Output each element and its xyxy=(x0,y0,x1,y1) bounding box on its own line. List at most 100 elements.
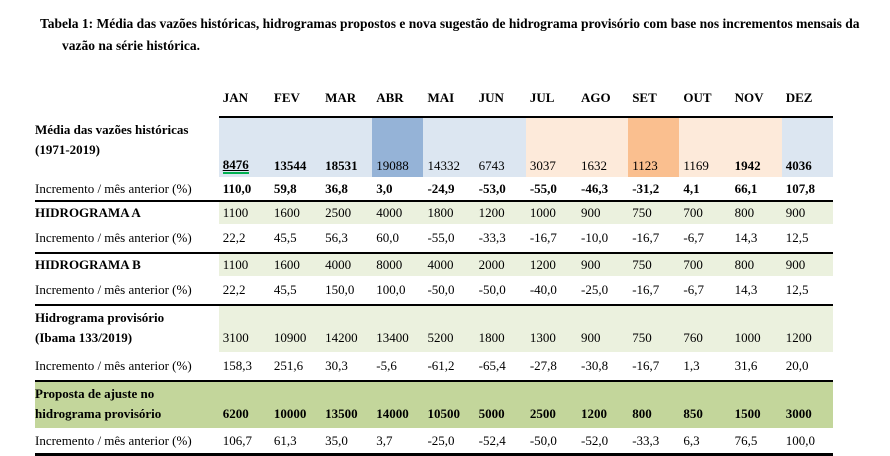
increment-cell: -55,0 xyxy=(525,177,577,203)
increment-cell: -10,0 xyxy=(577,224,629,255)
proposta-label-line2: hidrograma provisório xyxy=(35,406,162,422)
proposta-increment-row: Incremento / mês anterior (%) 106,7 61,3… xyxy=(35,428,833,456)
hidrograma-b-row: HIDROGRAMA B 1100 1600 4000 8000 4000 20… xyxy=(35,253,833,277)
increment-cell: -31,2 xyxy=(628,177,680,203)
increment-cell: -50,0 xyxy=(525,428,577,456)
media-cell: 1942 xyxy=(730,116,782,178)
increment-cell: 14,3 xyxy=(730,224,782,255)
increment-cell: -16,7 xyxy=(628,276,680,307)
increment-cell: 100,0 xyxy=(781,428,833,456)
table-caption: Tabela 1: Média das vazões históricas, h… xyxy=(40,13,870,56)
proposta-cell: 800 xyxy=(628,381,680,429)
month-header: JAN xyxy=(222,90,248,106)
month-header: MAI xyxy=(427,90,455,106)
media-cell: 1632 xyxy=(577,116,629,178)
proposta-cell: 10500 xyxy=(423,381,475,429)
increment-cell: -25,0 xyxy=(577,276,629,307)
increment-label: Incremento / mês anterior (%) xyxy=(35,177,219,203)
hidrograma-a-increment-row: Incremento / mês anterior (%) 22,2 45,5 … xyxy=(35,224,833,255)
month-header: FEV xyxy=(273,90,300,106)
hidrograma-a-cell: 700 xyxy=(679,201,731,225)
provisorio-cell: 1000 xyxy=(730,305,782,353)
month-header: MAR xyxy=(325,90,357,106)
increment-cell: 12,5 xyxy=(781,276,833,307)
month-header: DEZ xyxy=(785,90,813,106)
hidrograma-b-label: HIDROGRAMA B xyxy=(35,257,141,273)
increment-cell: 36,8 xyxy=(321,177,373,203)
hidrograma-a-cell: 900 xyxy=(577,201,629,225)
provisorio-label-line2: (Ibama 133/2019) xyxy=(35,330,133,346)
hidrograma-b-cell: 4000 xyxy=(423,253,475,277)
media-cell: 4036 xyxy=(781,116,833,178)
hidrograma-b-cell: 900 xyxy=(577,253,629,277)
media-cell: 8476 xyxy=(218,116,270,178)
increment-label: Incremento / mês anterior (%) xyxy=(35,276,219,307)
media-increment-row: Incremento / mês anterior (%) 110,0 59,8… xyxy=(35,177,833,203)
media-cell: 1123 xyxy=(628,116,680,178)
media-cell: 1169 xyxy=(679,116,731,178)
month-header: JUL xyxy=(529,90,555,106)
increment-cell: 251,6 xyxy=(269,352,322,383)
provisorio-label-line1: Hidrograma provisório xyxy=(35,309,165,325)
media-row: Média das vazões históricas (1971-2019) … xyxy=(35,116,833,178)
increment-cell: -61,2 xyxy=(423,352,475,383)
provisorio-label: Hidrograma provisório (Ibama 133/2019) xyxy=(35,305,219,352)
hidrograma-a-cell: 800 xyxy=(730,201,782,225)
provisorio-row: Hidrograma provisório (Ibama 133/2019) 3… xyxy=(35,305,833,353)
provisorio-cell: 13400 xyxy=(372,305,424,353)
provisorio-cell: 3100 xyxy=(218,305,270,353)
increment-cell: -52,4 xyxy=(474,428,526,456)
media-label-line2: (1971-2019) xyxy=(35,142,100,158)
increment-cell: -16,7 xyxy=(628,352,680,383)
proposta-cell: 10000 xyxy=(269,381,322,429)
increment-cell: -33,3 xyxy=(474,224,526,255)
increment-cell: 22,2 xyxy=(218,224,270,255)
hidrograma-b-cell: 750 xyxy=(628,253,680,277)
increment-cell: -30,8 xyxy=(577,352,629,383)
caption-line-2: vazão na série histórica. xyxy=(62,37,200,53)
media-cell: 13544 xyxy=(269,116,322,178)
provisorio-cell: 750 xyxy=(628,305,680,353)
proposta-cell: 1500 xyxy=(730,381,782,429)
increment-cell: 3,7 xyxy=(372,428,424,456)
increment-cell: -16,7 xyxy=(628,224,680,255)
provisorio-cell: 1300 xyxy=(525,305,577,353)
increment-cell: 45,5 xyxy=(269,276,322,307)
proposta-cell: 13500 xyxy=(321,381,373,429)
increment-cell: 45,5 xyxy=(269,224,322,255)
month-header: NOV xyxy=(734,90,764,106)
increment-cell: 76,5 xyxy=(730,428,782,456)
media-row-label: Média das vazões históricas (1971-2019) xyxy=(35,117,219,177)
increment-cell: -5,6 xyxy=(372,352,424,383)
hidrograma-a-cell: 750 xyxy=(628,201,680,225)
hidrograma-b-cell: 1600 xyxy=(269,253,322,277)
proposta-cell: 850 xyxy=(679,381,731,429)
hidrograma-a-cell: 4000 xyxy=(372,201,424,225)
media-cell: 6743 xyxy=(474,116,526,178)
header-spacer xyxy=(35,64,219,117)
provisorio-cell: 5200 xyxy=(423,305,475,353)
hidrograma-b-cell: 700 xyxy=(679,253,731,277)
month-header: ABR xyxy=(376,90,404,106)
provisorio-cell: 10900 xyxy=(269,305,322,353)
increment-cell: 4,1 xyxy=(679,177,731,203)
increment-cell: -65,4 xyxy=(474,352,526,383)
increment-cell: 56,3 xyxy=(321,224,373,255)
proposta-cell: 5000 xyxy=(474,381,526,429)
hydrograph-table: JAN FEV MAR ABR MAI JUN JUL AGO SET OUT … xyxy=(35,64,833,456)
month-header: AGO xyxy=(581,90,611,106)
increment-cell: 12,5 xyxy=(781,224,833,255)
proposta-cell: 1200 xyxy=(577,381,629,429)
increment-cell: -25,0 xyxy=(423,428,475,456)
media-value-underlined: 8476 xyxy=(222,157,249,175)
month-header: SET xyxy=(632,90,657,106)
media-cell: 14332 xyxy=(423,116,475,178)
hidrograma-b-cell: 8000 xyxy=(372,253,424,277)
increment-cell: -52,0 xyxy=(577,428,629,456)
hidrograma-b-cell: 2000 xyxy=(474,253,526,277)
caption-line-1: Tabela 1: Média das vazões históricas, h… xyxy=(40,16,860,31)
provisorio-cell: 900 xyxy=(577,305,629,353)
hidrograma-a-cell: 1200 xyxy=(474,201,526,225)
increment-label: Incremento / mês anterior (%) xyxy=(35,352,219,383)
increment-cell: 110,0 xyxy=(218,177,270,203)
